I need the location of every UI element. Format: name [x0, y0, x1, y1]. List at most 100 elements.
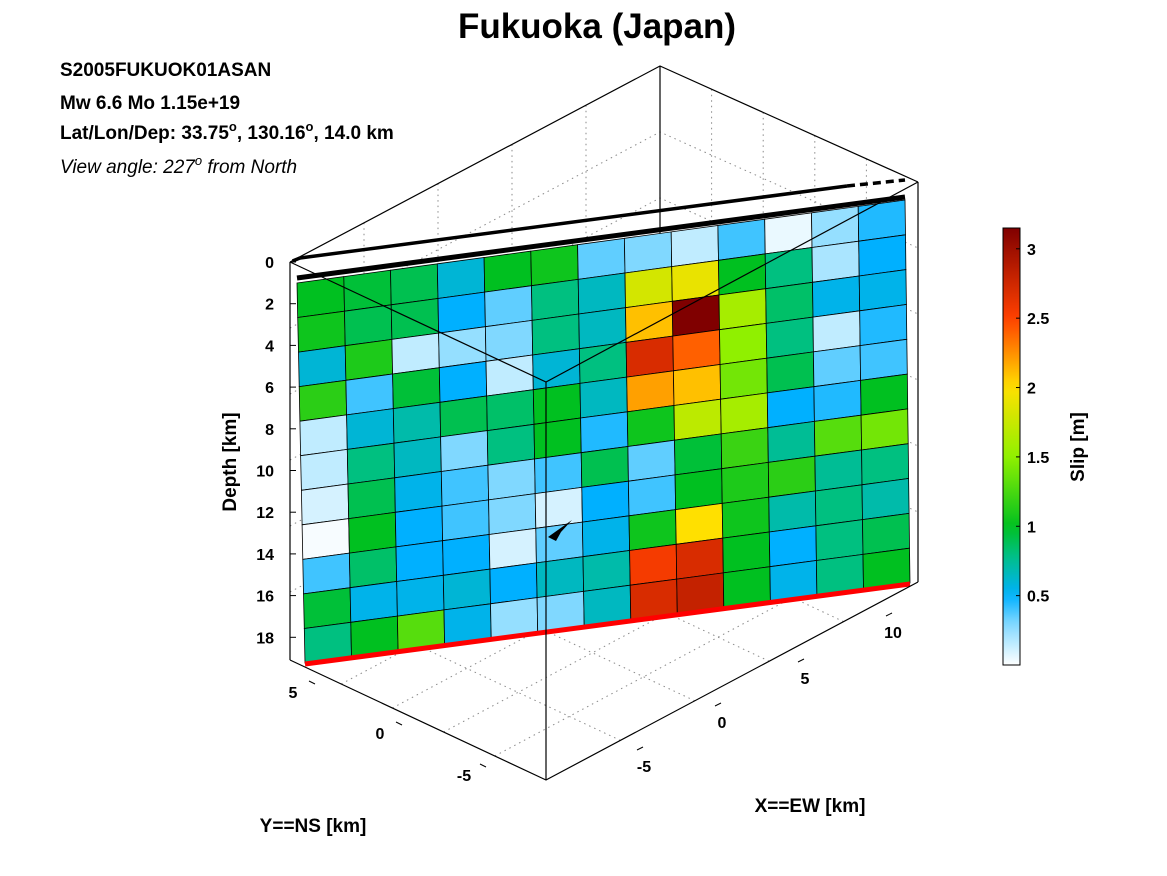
slip-cell [530, 244, 579, 287]
slip-cell [578, 341, 628, 384]
slip-cell [673, 398, 722, 441]
slip-cell [437, 291, 486, 334]
slip-cell [301, 518, 350, 560]
y-tick-label: -5 [457, 768, 471, 785]
slip-cell [392, 367, 441, 410]
colorbar-label: Slip [m] [1068, 412, 1089, 482]
slip-cell [627, 474, 677, 517]
slip-cell [438, 360, 488, 403]
surface-trace [299, 184, 848, 260]
slip-cell [297, 310, 346, 353]
slip-cell [625, 335, 674, 378]
slip-cell [533, 417, 582, 460]
slip-cell [581, 515, 631, 558]
slip-cell [811, 240, 860, 283]
slip-cell [768, 490, 817, 533]
slip-cell [581, 480, 630, 523]
slip-cell [486, 389, 535, 432]
slip-cell [300, 448, 349, 491]
slip-cell [812, 275, 861, 318]
slip-cell [624, 266, 673, 309]
slip-cell [860, 408, 909, 451]
slip-cell [582, 550, 631, 592]
slip-cell [296, 276, 345, 318]
slip-cell [488, 527, 537, 570]
slip-cell [626, 405, 675, 447]
colorbar-tick-label: 2 [1027, 381, 1036, 398]
slip-cell [765, 281, 814, 324]
slip-cell [675, 537, 724, 580]
slip-cell [577, 272, 626, 315]
slip-cell [440, 464, 490, 507]
slip-cell [813, 414, 863, 457]
slip-cell [858, 269, 907, 312]
slip-cell [672, 364, 722, 406]
x-axis-label: X==EW [km] [755, 796, 866, 817]
slip-cell [579, 376, 628, 419]
slip-cell [861, 478, 910, 521]
slip-cell [766, 386, 815, 429]
slip-cell [719, 357, 768, 400]
slip-cell [531, 278, 580, 321]
slip-cell [717, 218, 766, 261]
x-tick-label: 10 [884, 625, 902, 642]
slip-cell [626, 370, 675, 413]
slip-cell [814, 484, 863, 527]
fault-top-edge [296, 194, 906, 281]
slip-cell [765, 316, 814, 359]
colorbar-tick-label: 1.5 [1027, 450, 1049, 467]
depth-tick-label: 14 [256, 547, 274, 564]
slip-cell [720, 392, 769, 435]
slip-cell [346, 442, 396, 485]
slip-cell [395, 540, 444, 582]
event-id-label: S2005FUKUOK01ASAN [60, 60, 271, 81]
slip-cell [303, 587, 352, 629]
axis-ticks: 0 2 4 6 8 10 12 14 16 18 -5 0 5 10 5 0 -5 [256, 255, 902, 785]
slip-cell [764, 247, 813, 290]
slip-cell [628, 509, 677, 551]
slip-cell [442, 534, 491, 576]
surface-trace-dashed [846, 178, 906, 188]
slip-cell [348, 511, 397, 554]
slip-cell [299, 414, 348, 457]
slip-cell [580, 446, 629, 488]
slip-cell [858, 234, 907, 277]
slip-cell [627, 439, 676, 482]
slip-cell [814, 449, 863, 492]
slip-cell [484, 285, 533, 328]
slip-cell [767, 455, 816, 498]
colorbar-tick-label: 3 [1027, 242, 1036, 259]
slip-cell [861, 443, 910, 486]
slip-cell [393, 436, 442, 479]
colorbar-ticks: 0.5 1 1.5 2 2.5 3 [1016, 242, 1049, 606]
slip-cell [440, 430, 489, 472]
slip-cell [719, 322, 768, 365]
slip-cell [347, 477, 396, 520]
depth-tick-label: 2 [265, 297, 274, 314]
slip-cell [298, 379, 348, 422]
slip-cell [675, 502, 724, 545]
slip-cell [768, 525, 817, 568]
slip-cell [302, 552, 351, 595]
x-tick-label: 0 [718, 715, 727, 732]
slip-cell [390, 263, 439, 306]
slip-cell [535, 556, 585, 599]
slip-cell [672, 329, 721, 372]
slip-cell [862, 512, 910, 555]
depth-tick-label: 6 [265, 380, 274, 397]
view-angle-label: View angle: 227o from North [60, 153, 297, 178]
slip-cell [532, 382, 582, 425]
location-label: Lat/Lon/Dep: 33.75o, 130.16o, 14.0 km [60, 119, 394, 144]
x-tick-label: 5 [801, 671, 810, 688]
magnitude-label: Mw 6.6 Mo 1.15e+19 [60, 93, 240, 114]
slip-cell [438, 326, 487, 369]
depth-tick-label: 16 [256, 589, 274, 606]
slip-cell [718, 288, 767, 331]
slip-cell [674, 433, 723, 476]
slip-cell [534, 452, 583, 495]
slip-cell [671, 259, 720, 302]
slip-cell [344, 338, 394, 381]
colorbar-tick-label: 0.5 [1027, 589, 1049, 606]
slip-cell [674, 468, 723, 511]
colorbar-tick-label: 2.5 [1027, 311, 1049, 328]
